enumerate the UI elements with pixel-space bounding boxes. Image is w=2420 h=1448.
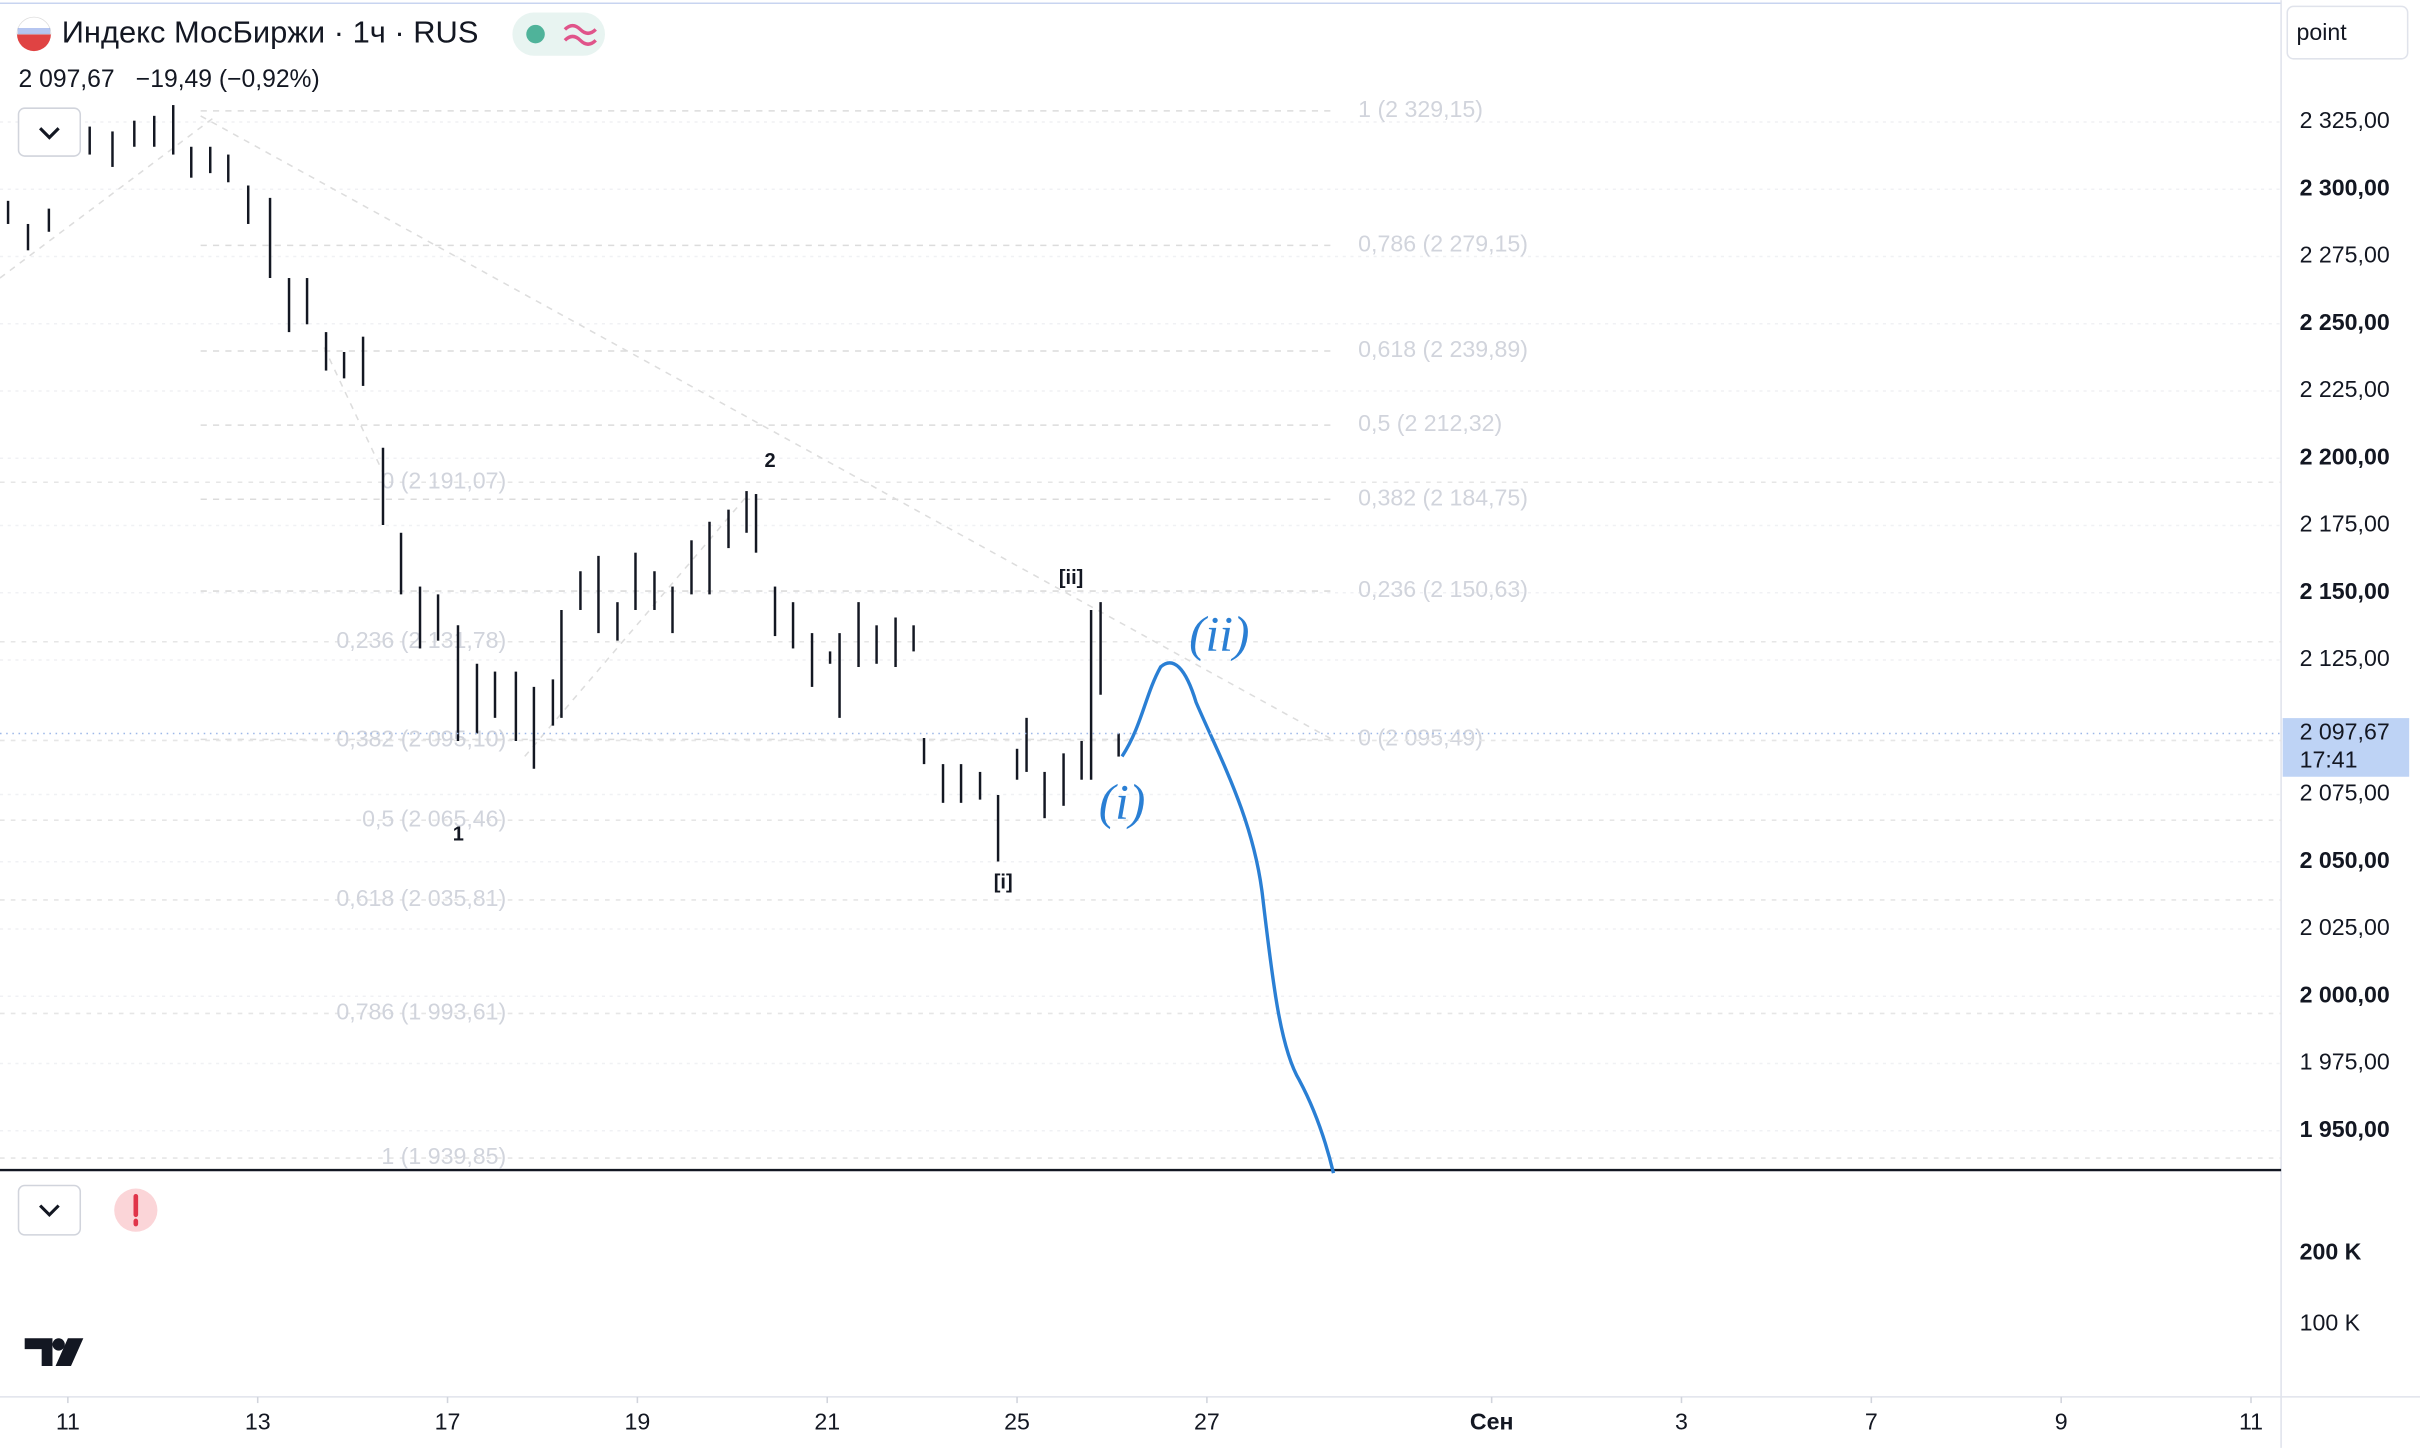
fib-label: 1 (1 939,85) xyxy=(381,1143,506,1169)
y-tick-label: 2 050,00 xyxy=(2300,847,2390,873)
fib-label: 0,5 (2 212,32) xyxy=(1358,410,1502,436)
y-tick-label: 2 075,00 xyxy=(2300,780,2390,806)
status-pill xyxy=(512,12,605,56)
y-tick-label: 2 325,00 xyxy=(2300,107,2390,133)
x-tick-label: 11 xyxy=(56,1408,80,1434)
axis-layer: 2 325,00 2 300,00 2 275,00 2 250,00 2 225,00… xyxy=(0,107,2410,1434)
header-price: 2 097,67 xyxy=(19,66,115,93)
fib-label: 0,618 (2 035,81) xyxy=(336,885,506,911)
fib-layer: 1 (2 329,15) 0,786 (2 279,15) 0,618 (2 239… xyxy=(0,96,2282,1169)
y-tick-label: 2 175,00 xyxy=(2300,511,2390,537)
y-tick-label: 2 225,00 xyxy=(2300,376,2390,402)
y-tick-label: 2 150,00 xyxy=(2300,578,2390,604)
x-tick-label: 9 xyxy=(2055,1408,2068,1434)
collapse-button[interactable] xyxy=(17,107,82,157)
fib-label: 0,382 (2 184,75) xyxy=(1358,484,1528,510)
wave-label: [i] xyxy=(994,871,1013,893)
fib-label: 0,382 (2 095,10) xyxy=(336,726,506,752)
hand-label: (i) xyxy=(1099,775,1146,830)
status-icon xyxy=(563,23,597,46)
x-tick-label: Сен xyxy=(1470,1408,1514,1434)
volume-tick-label: 200 K xyxy=(2300,1238,2362,1264)
y-tick-label: 1 950,00 xyxy=(2300,1116,2390,1142)
x-tick-label: 27 xyxy=(1194,1408,1220,1434)
x-tick-label: 11 xyxy=(2239,1408,2263,1434)
fib-label: 0,786 (2 279,15) xyxy=(1358,230,1528,256)
hand-label: (ii) xyxy=(1189,606,1249,661)
last-price-box xyxy=(2282,718,2410,777)
x-tick-label: 25 xyxy=(1004,1408,1030,1434)
y-tick-label: 2 125,00 xyxy=(2300,645,2390,671)
fib-label: 0 (2 191,07) xyxy=(381,467,506,493)
y-tick-label: 2 300,00 xyxy=(2300,174,2390,200)
chevron xyxy=(39,1204,60,1217)
status-dot xyxy=(526,24,545,44)
mode-box[interactable] xyxy=(2286,5,2409,60)
x-tick-label: 13 xyxy=(245,1408,271,1434)
fib-label: 0,5 (2 065,46) xyxy=(362,805,506,831)
fib-label: 0,786 (1 993,61) xyxy=(336,999,506,1025)
y-tick-label: 1 975,00 xyxy=(2300,1049,2390,1075)
fib-label: 0,236 (2 150,63) xyxy=(1358,576,1528,602)
connector xyxy=(524,493,750,757)
fib-label: 0,236 (2 131,78) xyxy=(336,627,506,653)
flag xyxy=(16,16,52,35)
connector xyxy=(200,115,1336,742)
y-tick-label: 2 000,00 xyxy=(2300,981,2390,1007)
last-price-label: 2 097,67 xyxy=(2300,719,2390,745)
symbol-title: Индекс МосБиржи · 1ч · RUS xyxy=(62,14,479,49)
time-left: 17:41 xyxy=(2300,746,2358,772)
volume-tick-label: 100 K xyxy=(2300,1309,2361,1335)
mode-label: point xyxy=(2297,19,2348,45)
x-tick-label: 3 xyxy=(1675,1408,1688,1434)
y-tick-label: 2 250,00 xyxy=(2300,309,2390,335)
logo xyxy=(24,1338,84,1367)
hand-drawing xyxy=(1120,661,1336,1174)
y-tick-label: 2 275,00 xyxy=(2300,242,2390,268)
wave-label: [ii] xyxy=(1059,567,1084,589)
y-tick-label: 2 200,00 xyxy=(2300,443,2390,469)
wave-label: 2 xyxy=(765,450,776,472)
connector xyxy=(0,115,217,279)
wave-label: 1 xyxy=(453,823,464,845)
collapse-button[interactable] xyxy=(17,1184,82,1236)
chevron xyxy=(39,127,60,140)
header-change: −19,49 (−0,92%) xyxy=(136,66,320,93)
fib-label: 0 (2 095,49) xyxy=(1358,725,1483,751)
bars-layer xyxy=(6,105,1120,862)
x-tick-label: 21 xyxy=(814,1408,840,1434)
logo xyxy=(52,1338,65,1351)
y-tick-label: 2 025,00 xyxy=(2300,914,2390,940)
x-tick-label: 7 xyxy=(1865,1408,1878,1434)
x-tick-label: 17 xyxy=(435,1408,461,1434)
x-tick-label: 19 xyxy=(625,1408,651,1434)
flag xyxy=(17,27,51,35)
fib-label: 1 (2 329,15) xyxy=(1358,96,1483,122)
fib-label: 0,618 (2 239,89) xyxy=(1358,336,1528,362)
